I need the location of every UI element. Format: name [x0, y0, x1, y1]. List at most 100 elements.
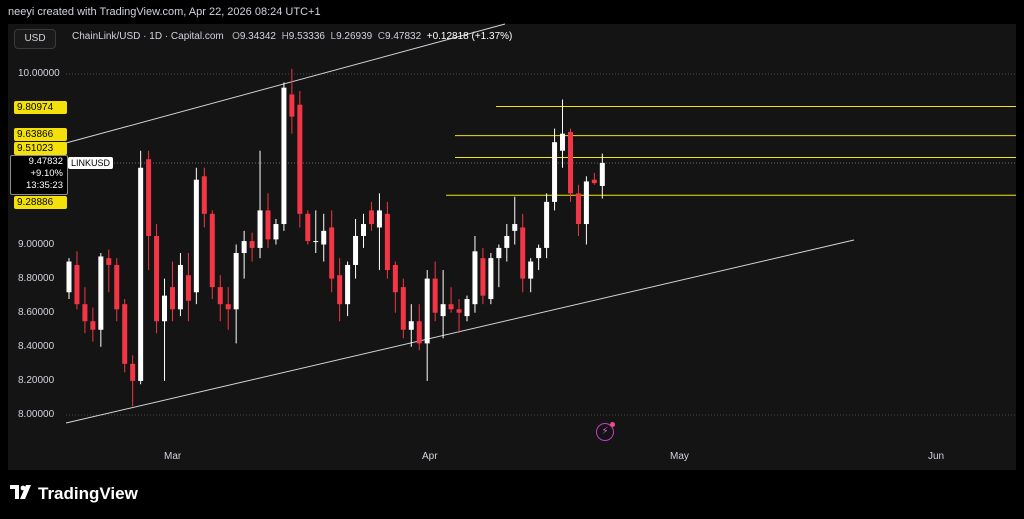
candle-body: [177, 264, 183, 310]
level-tag: 9.63866: [14, 128, 67, 141]
lightning-icon[interactable]: ⚡: [596, 422, 615, 441]
candle-body: [169, 287, 175, 310]
candle: [162, 278, 168, 381]
candle-body: [496, 247, 502, 259]
candle: [400, 278, 406, 339]
candle: [249, 232, 255, 262]
bar-countdown: 13:35:23: [26, 180, 63, 191]
candle-body: [384, 213, 390, 271]
candle: [281, 82, 287, 231]
candle: [297, 91, 303, 228]
candle-body: [599, 162, 605, 186]
top-credit-bar: neeyi created with TradingView.com, Apr …: [0, 0, 1024, 24]
candle: [408, 304, 414, 347]
level-tag: 9.51023: [14, 142, 67, 155]
candle-body: [488, 258, 494, 300]
candle: [146, 150, 152, 271]
candle: [66, 258, 72, 300]
candle: [177, 253, 183, 317]
candle-body: [376, 210, 382, 228]
candle: [496, 244, 502, 288]
candle: [217, 275, 223, 322]
y-tick-label: 8.80000: [18, 272, 55, 284]
candle-body: [520, 227, 526, 279]
candle: [567, 128, 573, 202]
candle: [305, 210, 311, 245]
candle: [154, 224, 160, 334]
channel-lower-line: [65, 239, 855, 424]
candle: [337, 258, 343, 322]
candle: [130, 355, 136, 407]
candle-body: [217, 287, 223, 305]
candle-body: [82, 304, 88, 322]
y-tick-label: 8.40000: [18, 340, 55, 352]
legend-change: +0.12818 (+1.37%): [426, 31, 513, 42]
candle-body: [193, 179, 199, 293]
candle-body: [345, 264, 351, 305]
candle-body: [504, 235, 510, 248]
candle-body: [233, 253, 239, 310]
candle-body: [448, 304, 454, 310]
candle-body: [185, 275, 191, 301]
candle: [456, 299, 462, 334]
candle-body: [313, 241, 319, 243]
candle-body: [536, 247, 542, 259]
currency-button[interactable]: USD: [14, 29, 56, 49]
candle: [201, 167, 207, 228]
symbol-legend: ChainLink/USD · 1D · Capital.com O9.3434…: [72, 31, 512, 42]
chart-panel[interactable]: [8, 24, 1016, 470]
candle-body: [138, 167, 144, 381]
candle: [106, 249, 112, 293]
candle-body: [289, 94, 295, 117]
candle-body: [583, 181, 589, 225]
last-price-box: 9.47832 +9.10% 13:35:23: [10, 155, 68, 195]
candle-body: [98, 256, 104, 330]
candle-body: [512, 224, 518, 231]
candle-body: [353, 235, 359, 265]
candle-body: [591, 179, 597, 184]
candle-body: [392, 264, 398, 293]
candle: [432, 261, 438, 322]
candle-body: [464, 299, 470, 317]
candle-body: [154, 235, 160, 322]
symbol-tag: LINKUSD: [68, 157, 114, 169]
candle-body: [567, 131, 573, 194]
candle: [90, 307, 96, 342]
candle-body: [528, 261, 534, 279]
candle: [114, 258, 120, 322]
candle-body: [368, 210, 374, 225]
candle: [313, 210, 319, 254]
candle: [599, 153, 605, 199]
candle-body: [440, 304, 446, 317]
candle-body: [241, 241, 247, 254]
candle-body: [432, 278, 438, 313]
candle: [512, 196, 518, 245]
candle: [448, 287, 454, 313]
brand-name: TradingView: [38, 484, 138, 503]
candle: [353, 218, 359, 279]
level-tag: 9.80974: [14, 101, 67, 114]
x-tick-label: Apr: [422, 451, 438, 462]
candle: [122, 299, 128, 373]
candle: [329, 210, 335, 293]
candle-body: [305, 213, 311, 242]
candle: [424, 270, 430, 381]
channel-upper-line: [65, 23, 506, 144]
candle-body: [90, 321, 96, 330]
candle: [241, 230, 247, 279]
candle-body: [480, 258, 486, 296]
candle: [345, 261, 351, 317]
candle: [384, 201, 390, 279]
y-tick-label: 8.00000: [18, 409, 55, 420]
candle: [225, 287, 231, 330]
candle-body: [544, 201, 550, 248]
candle: [193, 167, 199, 305]
candle: [185, 253, 191, 322]
x-tick-label: Jun: [928, 451, 945, 462]
candle-body: [257, 210, 263, 248]
candle-body: [552, 142, 558, 202]
candle: [544, 193, 550, 259]
candle: [488, 253, 494, 305]
candle-body: [400, 287, 406, 330]
